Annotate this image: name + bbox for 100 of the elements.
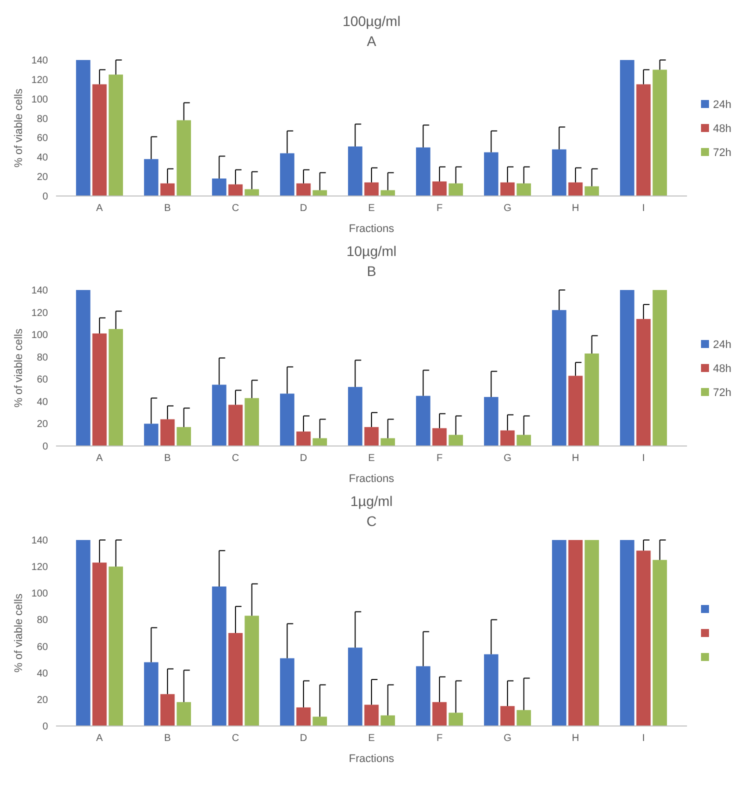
bar bbox=[652, 560, 667, 726]
x-tick-label: H bbox=[572, 453, 580, 464]
bar bbox=[76, 60, 90, 196]
bar bbox=[416, 147, 430, 196]
y-tick-label: 0 bbox=[42, 722, 48, 732]
chart-title: 1µg/ml bbox=[350, 493, 393, 509]
bar bbox=[584, 186, 599, 196]
y-tick-label: 60 bbox=[36, 642, 48, 653]
y-tick-label: 0 bbox=[42, 192, 48, 202]
bar bbox=[484, 152, 498, 196]
bar bbox=[280, 658, 294, 726]
bar bbox=[144, 662, 158, 726]
x-tick-label: H bbox=[572, 203, 580, 214]
bar bbox=[620, 290, 634, 446]
bar bbox=[212, 586, 226, 726]
bar bbox=[144, 159, 158, 196]
y-tick-label: 100 bbox=[31, 94, 48, 106]
chart-title: 100µg/ml bbox=[342, 13, 400, 29]
bar bbox=[296, 183, 311, 196]
bar bbox=[160, 183, 175, 196]
bar bbox=[516, 710, 531, 726]
bar bbox=[448, 434, 463, 446]
bar bbox=[92, 562, 107, 726]
bar bbox=[296, 707, 311, 726]
y-tick-label: 40 bbox=[36, 152, 48, 164]
bar bbox=[652, 290, 667, 446]
legend-label: 48h bbox=[713, 122, 732, 135]
x-tick-label: D bbox=[300, 733, 308, 744]
bar bbox=[348, 386, 362, 446]
bar bbox=[364, 182, 379, 196]
y-tick-label: 140 bbox=[31, 536, 48, 546]
x-tick-label: F bbox=[436, 453, 443, 464]
bar bbox=[380, 190, 395, 196]
bar bbox=[636, 550, 651, 726]
bar bbox=[432, 428, 447, 446]
bar bbox=[348, 146, 362, 196]
bar bbox=[552, 149, 566, 196]
bar bbox=[76, 290, 90, 446]
x-tick-label: B bbox=[164, 733, 172, 744]
bar bbox=[652, 70, 667, 196]
bar bbox=[500, 430, 515, 446]
bar bbox=[552, 310, 566, 446]
bar bbox=[432, 702, 447, 726]
x-tick-label: A bbox=[96, 453, 104, 464]
bar bbox=[244, 189, 259, 196]
bar bbox=[212, 384, 226, 446]
chart-subtitle: C bbox=[366, 513, 377, 529]
y-axis-title: % of viable cells bbox=[13, 328, 25, 408]
y-tick-label: 60 bbox=[36, 133, 48, 144]
x-tick-label: I bbox=[642, 733, 645, 744]
x-tick-label: D bbox=[300, 203, 308, 214]
bar bbox=[228, 633, 243, 726]
bar bbox=[380, 438, 395, 446]
bar bbox=[312, 190, 327, 196]
x-tick-label: F bbox=[436, 203, 443, 214]
y-tick-label: 60 bbox=[36, 374, 48, 386]
y-tick-label: 80 bbox=[36, 615, 48, 626]
x-tick-label: C bbox=[232, 453, 240, 464]
bar bbox=[432, 181, 447, 196]
legend-label: 72h bbox=[713, 146, 732, 159]
bar bbox=[584, 354, 599, 446]
x-axis-title: Fractions bbox=[348, 473, 395, 485]
bar bbox=[108, 74, 123, 196]
legend-label: 72h bbox=[713, 386, 732, 399]
bar bbox=[280, 394, 294, 446]
x-tick-label: C bbox=[232, 733, 240, 744]
bar bbox=[416, 396, 430, 446]
x-tick-label: E bbox=[368, 453, 376, 464]
bar bbox=[484, 654, 498, 726]
bar bbox=[144, 424, 158, 446]
bar bbox=[484, 396, 498, 446]
chart-title: 10µg/ml bbox=[346, 243, 397, 259]
bar bbox=[500, 706, 515, 726]
bar bbox=[244, 398, 259, 446]
bar bbox=[636, 318, 651, 446]
legend-label: 24h bbox=[713, 338, 732, 351]
bar bbox=[108, 329, 123, 446]
chart-subtitle: B bbox=[366, 263, 376, 279]
bar bbox=[108, 566, 123, 726]
x-tick-label: G bbox=[504, 733, 512, 744]
bar bbox=[228, 184, 243, 196]
x-tick-label: D bbox=[300, 453, 308, 464]
bar bbox=[280, 153, 294, 196]
legend-label: 48h bbox=[713, 362, 732, 375]
y-tick-label: 80 bbox=[36, 352, 48, 364]
bar bbox=[380, 715, 395, 726]
x-tick-label: I bbox=[642, 453, 645, 464]
bar bbox=[160, 419, 175, 446]
bar bbox=[348, 648, 362, 726]
bar bbox=[500, 182, 515, 196]
bar bbox=[176, 427, 191, 446]
bar bbox=[312, 716, 327, 726]
y-tick-label: 140 bbox=[31, 56, 48, 66]
x-tick-label: G bbox=[504, 453, 512, 464]
x-tick-label: A bbox=[96, 733, 104, 744]
y-tick-label: 120 bbox=[31, 308, 48, 319]
x-tick-label: E bbox=[368, 733, 376, 744]
bar bbox=[364, 704, 379, 726]
y-tick-label: 0 bbox=[42, 442, 48, 452]
y-tick-label: 80 bbox=[36, 114, 48, 125]
